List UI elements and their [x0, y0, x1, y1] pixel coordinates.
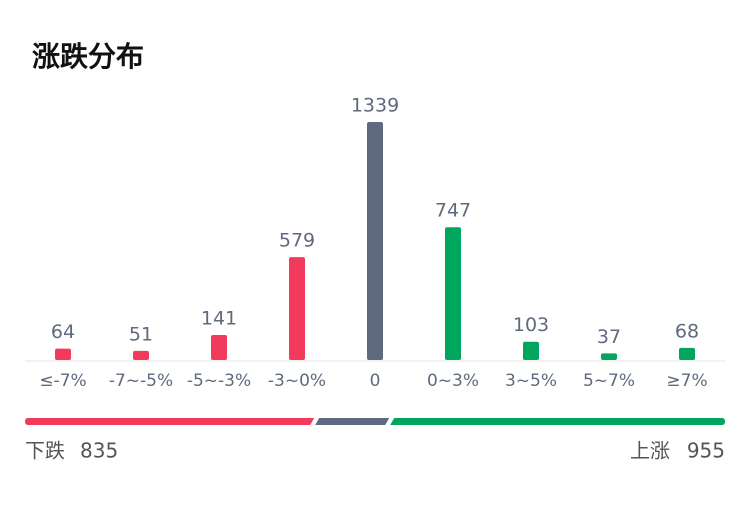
bar [679, 347, 695, 360]
bar [289, 257, 305, 360]
x-tick-label: 0 [370, 371, 381, 391]
x-tick-label: -7~-5% [109, 371, 173, 391]
value-label: 37 [597, 326, 621, 348]
value-label: 579 [279, 230, 315, 252]
value-label: 64 [51, 321, 75, 343]
bar [523, 341, 539, 360]
bar [445, 227, 461, 360]
down-segment [25, 418, 315, 425]
value-label: 747 [435, 200, 471, 222]
x-tick-label: 5~7% [583, 371, 635, 391]
x-tick-label: -3~0% [268, 371, 326, 391]
x-tick-label: 0~3% [427, 371, 479, 391]
bar [211, 334, 227, 360]
value-label: 68 [675, 320, 699, 342]
up-label: 上涨 [630, 439, 670, 463]
bar [601, 353, 617, 360]
value-label: 51 [129, 323, 153, 345]
up-segment [390, 418, 725, 425]
chart-title: 涨跌分布 [32, 40, 144, 73]
bar [133, 350, 149, 360]
bar [367, 122, 383, 360]
value-label: 141 [201, 307, 237, 329]
value-label: 1339 [351, 95, 399, 117]
x-tick-label: ≥7% [666, 371, 707, 391]
bar [55, 348, 71, 360]
flat-segment [315, 418, 390, 425]
x-tick-label: -5~-3% [187, 371, 251, 391]
up-count: 955 [687, 439, 725, 463]
down-count: 835 [80, 439, 118, 463]
down-label: 下跌 [25, 439, 65, 463]
x-tick-label: ≤-7% [39, 371, 86, 391]
value-label: 103 [513, 314, 549, 336]
x-tick-label: 3~5% [505, 371, 557, 391]
